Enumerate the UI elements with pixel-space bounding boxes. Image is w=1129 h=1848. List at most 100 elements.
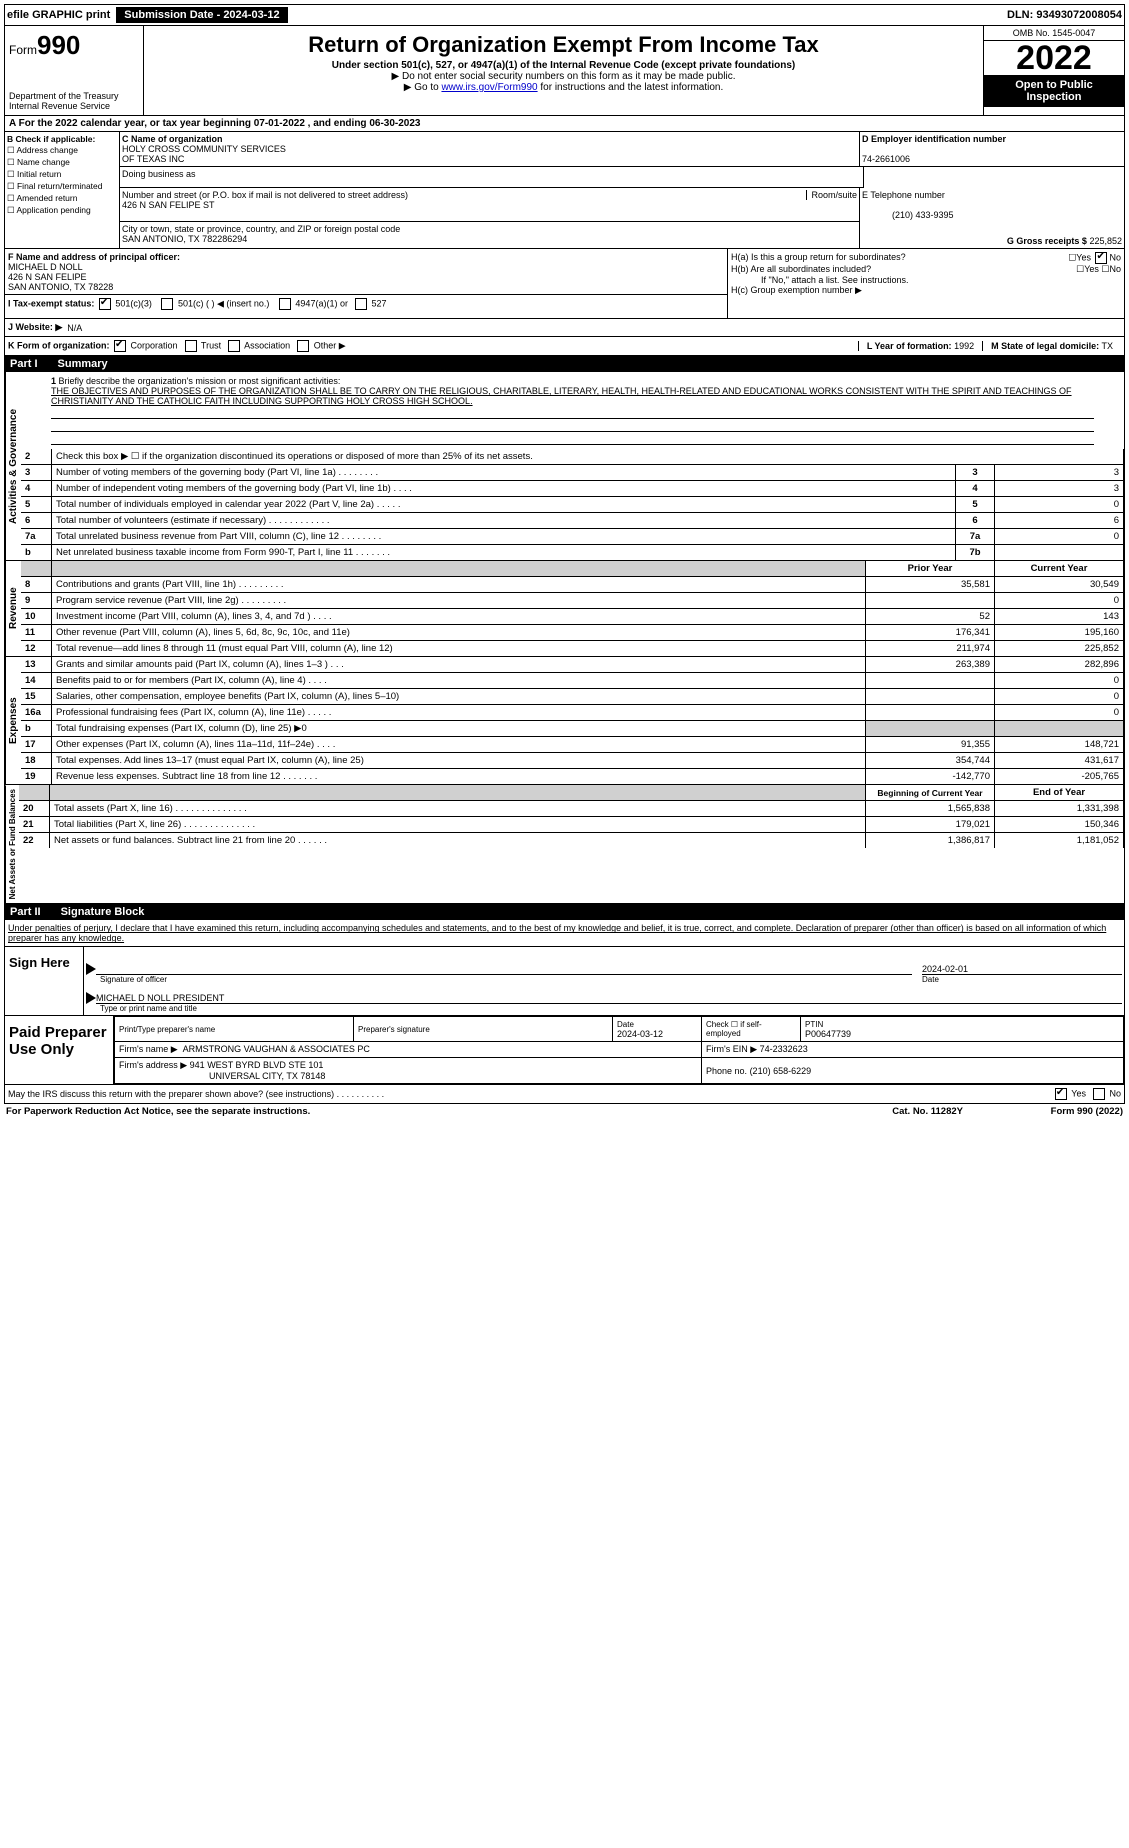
cb-amended[interactable]: ☐ Amended return <box>7 193 117 204</box>
cb-501c3[interactable] <box>99 298 111 310</box>
table-row: 13Grants and similar amounts paid (Part … <box>21 657 1124 673</box>
table-row: 21Total liabilities (Part X, line 26) . … <box>19 817 1124 833</box>
cb-assoc[interactable] <box>228 340 240 352</box>
col-b-checkboxes: B Check if applicable: ☐ Address change … <box>5 132 120 248</box>
top-bar: efile GRAPHIC print Submission Date - 20… <box>4 4 1125 26</box>
table-row: 6Total number of volunteers (estimate if… <box>21 513 1124 529</box>
table-row: bNet unrelated business taxable income f… <box>21 545 1124 561</box>
cb-ha-no[interactable] <box>1095 252 1107 264</box>
arrow-icon <box>86 963 96 975</box>
table-row: 4Number of independent voting members of… <box>21 481 1124 497</box>
table-row: 3Number of voting members of the governi… <box>21 465 1124 481</box>
form-note2: ▶ Go to www.irs.gov/Form990 for instruct… <box>148 82 979 93</box>
footer: For Paperwork Reduction Act Notice, see … <box>4 1104 1125 1119</box>
d-ein-block: D Employer identification number 74-2661… <box>860 132 1124 167</box>
cb-4947[interactable] <box>279 298 291 310</box>
org-name-1: HOLY CROSS COMMUNITY SERVICES <box>122 144 286 154</box>
table-row: 19Revenue less expenses. Subtract line 1… <box>21 769 1124 785</box>
table-row: bTotal fundraising expenses (Part IX, co… <box>21 721 1124 737</box>
b-title: B Check if applicable: <box>7 134 117 144</box>
cb-initial-return[interactable]: ☐ Initial return <box>7 169 117 180</box>
open-public: Open to Public Inspection <box>984 75 1124 107</box>
phone-block: E Telephone number (210) 433-9395 <box>860 188 1124 222</box>
table-row: 9Program service revenue (Part VIII, lin… <box>21 593 1124 609</box>
paid-table: Print/Type preparer's name Preparer's si… <box>114 1016 1124 1084</box>
table-row: 8Contributions and grants (Part VIII, li… <box>21 577 1124 593</box>
arrow-icon <box>86 992 96 1004</box>
mission-block: 1 Briefly describe the organization's mi… <box>21 372 1124 449</box>
section-fh: F Name and address of principal officer:… <box>4 249 1125 319</box>
city-value: SAN ANTONIO, TX 782286294 <box>122 234 247 244</box>
sign-here-block: Sign Here 2024-02-01 Signature of office… <box>4 947 1125 1016</box>
table-row: Firm's name ▶ ARMSTRONG VAUGHAN & ASSOCI… <box>115 1042 1124 1058</box>
cb-527[interactable] <box>355 298 367 310</box>
row-a-period: A For the 2022 calendar year, or tax yea… <box>4 116 1125 132</box>
section-bcd: B Check if applicable: ☐ Address change … <box>4 132 1125 249</box>
dept-treasury: Department of the Treasury <box>9 91 139 101</box>
cb-corp[interactable] <box>114 340 126 352</box>
paid-preparer-label: Paid Preparer Use Only <box>5 1016 114 1084</box>
cb-501c[interactable] <box>161 298 173 310</box>
penalties-text: Under penalties of perjury, I declare th… <box>4 920 1125 947</box>
cb-discuss-yes[interactable] <box>1055 1088 1067 1100</box>
table-row: 16aProfessional fundraising fees (Part I… <box>21 705 1124 721</box>
table-row: 7aTotal unrelated business revenue from … <box>21 529 1124 545</box>
net-table: Beginning of Current YearEnd of Year 20T… <box>19 785 1124 848</box>
paid-preparer-block: Paid Preparer Use Only Print/Type prepar… <box>4 1016 1125 1085</box>
signer-name: MICHAEL D NOLL PRESIDENT <box>96 993 1122 1004</box>
form-number: 990 <box>37 30 80 60</box>
table-row: Prior YearCurrent Year <box>21 561 1124 577</box>
h-group: H(a) Is this a group return for subordin… <box>728 249 1124 318</box>
j-website: J Website: ▶ N/A <box>4 319 1125 337</box>
net-section: Net Assets or Fund Balances Beginning of… <box>5 784 1124 903</box>
discuss-row: May the IRS discuss this return with the… <box>4 1085 1125 1104</box>
footer-right: Form 990 (2022) <box>963 1106 1123 1117</box>
rev-table: Prior YearCurrent Year 8Contributions an… <box>21 561 1124 656</box>
summary-box: Activities & Governance 1 Briefly descri… <box>4 372 1125 904</box>
k-form-org: K Form of organization: Corporation Trus… <box>4 337 1125 356</box>
efile-label: efile GRAPHIC print <box>7 9 110 21</box>
gov-section: Activities & Governance 1 Briefly descri… <box>5 372 1124 560</box>
city-block: City or town, state or province, country… <box>120 222 860 248</box>
part2-header: Part IISignature Block <box>4 904 1125 920</box>
table-row: 10Investment income (Part VIII, column (… <box>21 609 1124 625</box>
table-row: 5Total number of individuals employed in… <box>21 497 1124 513</box>
dba-block: Doing business as <box>120 167 864 188</box>
side-rev: Revenue <box>5 561 21 656</box>
form-note1: ▶ Do not enter social security numbers o… <box>148 71 979 82</box>
cb-application[interactable]: ☐ Application pending <box>7 205 117 216</box>
side-exp: Expenses <box>5 657 21 784</box>
phone-value: (210) 433-9395 <box>862 210 954 220</box>
gross-receipts: G Gross receipts $ 225,852 <box>860 222 1124 248</box>
rev-section: Revenue Prior YearCurrent Year 8Contribu… <box>5 560 1124 656</box>
cb-discuss-no[interactable] <box>1093 1088 1105 1100</box>
street-value: 426 N SAN FELIPE ST <box>122 200 215 210</box>
dept-irs: Internal Revenue Service <box>9 101 139 111</box>
table-row: 11Other revenue (Part VIII, column (A), … <box>21 625 1124 641</box>
form-subtitle: Under section 501(c), 527, or 4947(a)(1)… <box>148 60 979 71</box>
side-gov: Activities & Governance <box>5 372 21 560</box>
org-name-2: OF TEXAS INC <box>122 154 184 164</box>
tax-year: 2022 <box>984 41 1124 75</box>
table-row: Print/Type preparer's name Preparer's si… <box>115 1017 1124 1042</box>
table-row: Beginning of Current YearEnd of Year <box>19 785 1124 801</box>
street-block: Number and street (or P.O. box if mail i… <box>120 188 860 222</box>
table-row: 18Total expenses. Add lines 13–17 (must … <box>21 753 1124 769</box>
cb-name-change[interactable]: ☐ Name change <box>7 157 117 168</box>
table-row: 15Salaries, other compensation, employee… <box>21 689 1124 705</box>
cb-other[interactable] <box>297 340 309 352</box>
exp-section: Expenses 13Grants and similar amounts pa… <box>5 656 1124 784</box>
exp-table: 13Grants and similar amounts paid (Part … <box>21 657 1124 784</box>
dln: DLN: 93493072008054 <box>1007 9 1122 21</box>
side-net: Net Assets or Fund Balances <box>5 785 19 903</box>
cb-trust[interactable] <box>185 340 197 352</box>
header-right: OMB No. 1545-0047 2022 Open to Public In… <box>983 26 1124 115</box>
footer-left: For Paperwork Reduction Act Notice, see … <box>6 1106 892 1117</box>
cb-address-change[interactable]: ☐ Address change <box>7 145 117 156</box>
form-prefix: Form <box>9 43 37 57</box>
irs-link[interactable]: www.irs.gov/Form990 <box>441 82 537 93</box>
col-cd: C Name of organization HOLY CROSS COMMUN… <box>120 132 1124 248</box>
table-row: Firm's address ▶ 941 WEST BYRD BLVD STE … <box>115 1058 1124 1084</box>
cb-final-return[interactable]: ☐ Final return/terminated <box>7 181 117 192</box>
header-center: Return of Organization Exempt From Incom… <box>144 26 983 115</box>
